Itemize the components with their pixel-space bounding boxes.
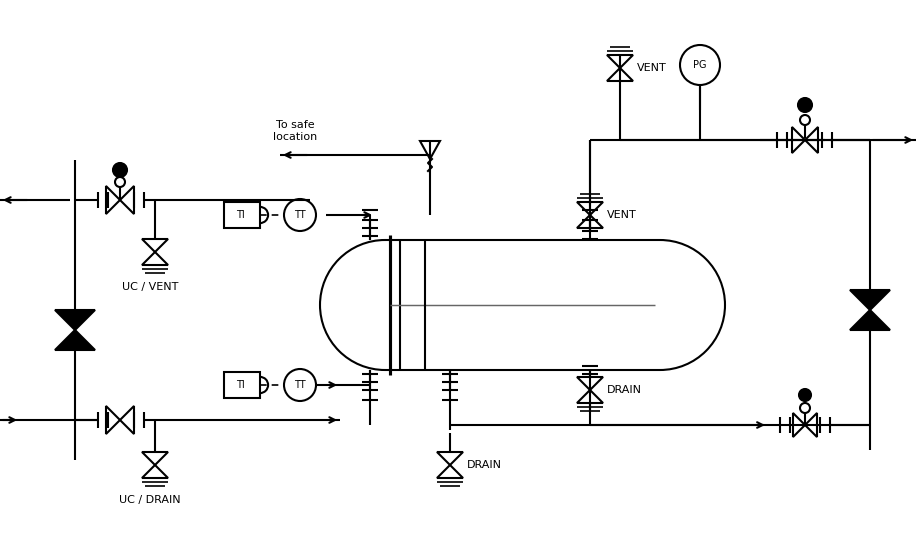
Circle shape [799, 389, 811, 401]
Polygon shape [850, 290, 890, 310]
Text: TI: TI [235, 210, 245, 220]
Text: VENT: VENT [637, 63, 667, 73]
Text: To safe
location: To safe location [273, 121, 317, 142]
Text: PG: PG [693, 60, 707, 70]
Polygon shape [850, 310, 890, 330]
Bar [224, 202, 260, 227]
Text: VENT: VENT [607, 210, 637, 220]
Text: UC / DRAIN: UC / DRAIN [119, 495, 180, 505]
Text: DRAIN: DRAIN [467, 460, 502, 470]
Circle shape [798, 98, 812, 112]
Text: UC / VENT: UC / VENT [122, 282, 179, 292]
Text: TI: TI [235, 380, 245, 390]
Text: DRAIN: DRAIN [607, 385, 642, 395]
Polygon shape [55, 330, 95, 350]
Circle shape [113, 163, 127, 177]
Text: TT: TT [294, 210, 306, 220]
Bar [224, 373, 260, 398]
Text: TT: TT [294, 380, 306, 390]
Polygon shape [55, 310, 95, 330]
